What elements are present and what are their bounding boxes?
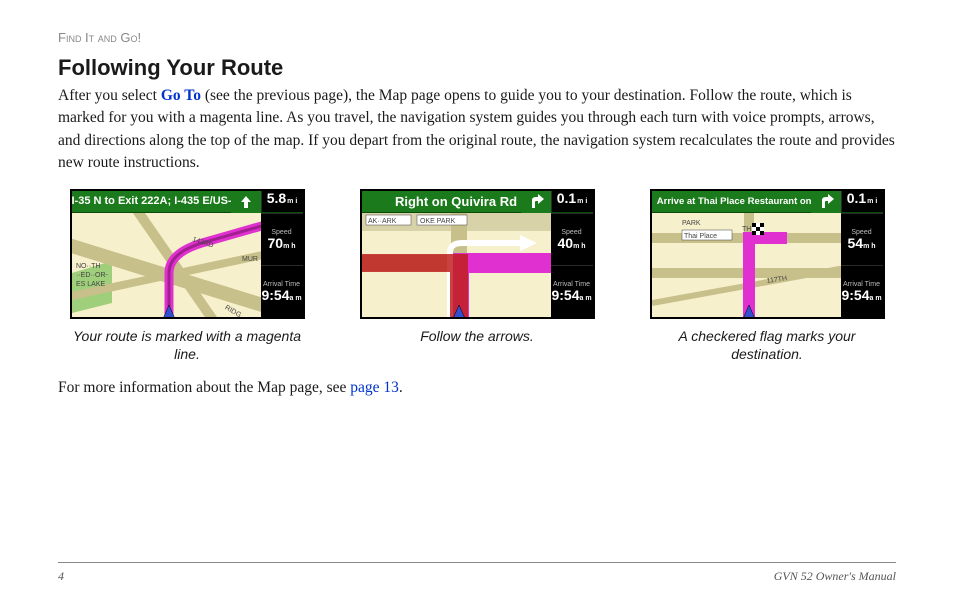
arrival-box-1: Arrival Time 9:54a m (261, 265, 303, 317)
svg-text:ES LAKE: ES LAKE (76, 281, 106, 288)
arrival-value-2: 9:54 (551, 287, 579, 303)
svg-text:TH: TH (742, 226, 751, 233)
arrow-right-icon (818, 194, 834, 210)
side-panel-3: Speed 54m h Arrival Time 9:54a m (841, 213, 883, 317)
page-footer: 4 GVN 52 Owner's Manual (58, 562, 896, 584)
go-to-link[interactable]: Go To (161, 87, 201, 104)
distance-value-2: 0.1 (557, 190, 576, 206)
turn-arrow-box-3 (811, 191, 841, 213)
distance-unit-1: m i (287, 198, 297, 205)
caption-2: Follow the arrows. (352, 327, 602, 345)
figures-row: I-35 N to Exit 222A; I-435 E/US-169/US-5… (62, 189, 892, 363)
nav-top-bar-3: Arrive at Thai Place Restaurant on right… (652, 191, 883, 213)
breadcrumb: Find It and Go! (58, 30, 896, 45)
distance-box-1: 5.8m i (261, 190, 303, 212)
speed-value-1: 70 (267, 235, 283, 251)
svg-text:AK··ARK: AK··ARK (368, 218, 397, 225)
side-panel-2: Speed 40m h Arrival Time 9:54a m (551, 213, 593, 317)
arrival-box-2: Arrival Time 9:54a m (551, 265, 593, 317)
speed-box-2: Speed 40m h (551, 213, 593, 265)
arrow-right-icon (528, 194, 544, 210)
distance-box-2: 0.1m i (551, 190, 593, 212)
caption-1: Your route is marked with a magenta line… (62, 327, 312, 363)
speed-box-1: Speed 70m h (261, 213, 303, 265)
more-info-pre: For more information about the Map page,… (58, 379, 350, 396)
figure-3: Arrive at Thai Place Restaurant on right… (642, 189, 892, 363)
turn-arrow-box-2 (521, 191, 551, 213)
speed-value-2: 40 (557, 235, 573, 251)
distance-value-1: 5.8 (267, 190, 286, 206)
speed-unit-3: m h (863, 243, 875, 250)
arrival-unit-1: a m (289, 295, 301, 302)
svg-text:Thai Place: Thai Place (684, 233, 717, 240)
side-panel-1: Speed 70m h Arrival Time 9:54a m (261, 213, 303, 317)
svg-text:NO··TH: NO··TH (76, 263, 101, 270)
svg-text:OKE PARK: OKE PARK (420, 218, 456, 225)
figure-2: Right on Quivira Rd 0.1m i (352, 189, 602, 363)
arrival-box-3: Arrival Time 9:54a m (841, 265, 883, 317)
distance-value-3: 0.1 (847, 190, 866, 206)
speed-unit-2: m h (573, 243, 585, 250)
nav-top-bar-2: Right on Quivira Rd 0.1m i (362, 191, 593, 213)
map-area-3: 117TH PARK Thai Place TH (652, 213, 841, 317)
svg-text:PARK: PARK (682, 220, 701, 227)
turn-arrow-box-1 (231, 191, 261, 213)
distance-unit-3: m i (867, 198, 877, 205)
intro-pre: After you select (58, 87, 161, 104)
caption-3: A checkered flag marks your destination. (642, 327, 892, 363)
footer-manual-title: GVN 52 Owner's Manual (774, 569, 896, 584)
more-info-post: . (399, 379, 403, 396)
map-area-2: OKE PARK AK··ARK (362, 213, 551, 317)
speed-box-3: Speed 54m h (841, 213, 883, 265)
intro-paragraph: After you select Go To (see the previous… (58, 85, 896, 175)
figure-1: I-35 N to Exit 222A; I-435 E/US-169/US-5… (62, 189, 312, 363)
svg-text:MUR: MUR (242, 256, 258, 263)
more-info-paragraph: For more information about the Map page,… (58, 377, 896, 399)
page-number: 4 (58, 569, 64, 584)
distance-box-3: 0.1m i (841, 190, 883, 212)
nav-screen-2: Right on Quivira Rd 0.1m i (360, 189, 595, 319)
arrival-unit-2: a m (579, 295, 591, 302)
nav-screen-3: Arrive at Thai Place Restaurant on right… (650, 189, 885, 319)
speed-unit-1: m h (283, 243, 295, 250)
distance-unit-2: m i (577, 198, 587, 205)
map-area-1: 143RD MUR RIDG NO··TH ··ED··OR- ES LAKE (72, 213, 261, 317)
arrow-up-icon (238, 194, 254, 210)
page-title: Following Your Route (58, 55, 896, 81)
speed-value-3: 54 (847, 235, 863, 251)
nav-top-bar-1: I-35 N to Exit 222A; I-435 E/US-169/US-5… (72, 191, 303, 213)
nav-screen-1: I-35 N to Exit 222A; I-435 E/US-169/US-5… (70, 189, 305, 319)
arrival-unit-3: a m (869, 295, 881, 302)
page-13-link[interactable]: page 13 (350, 379, 399, 396)
arrival-value-1: 9:54 (261, 287, 289, 303)
svg-text:··ED··OR-: ··ED··OR- (76, 272, 109, 279)
arrival-value-3: 9:54 (841, 287, 869, 303)
